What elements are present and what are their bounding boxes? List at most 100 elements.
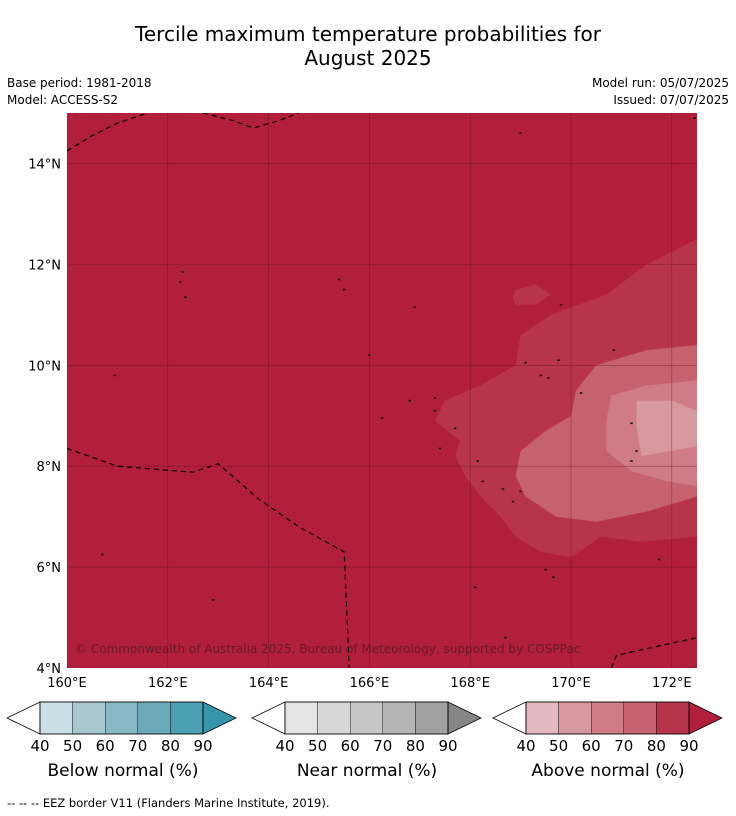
island-marker [511, 500, 515, 503]
island-marker [433, 409, 437, 412]
meta-left: Base period: 1981-2018 Model: ACCESS-S2 [7, 75, 152, 109]
colorbar-segment [170, 701, 204, 735]
colorbar-2: 40 50 60 70 80 90 [492, 701, 723, 755]
chart-title: Tercile maximum temperature probabilitie… [0, 22, 736, 70]
island-marker [557, 359, 560, 361]
lat-tick-label: 14°N [28, 157, 61, 172]
colorbar-tick-label: 70 [128, 737, 147, 755]
island-marker [179, 281, 182, 283]
island-marker [181, 271, 185, 273]
colorbar-segment [104, 701, 138, 735]
island-marker [338, 278, 341, 281]
lat-tick-label: 12°N [28, 258, 61, 273]
colorbar-arrow-max [202, 701, 237, 735]
island-marker [630, 460, 633, 462]
colorbar-frame [39, 701, 204, 735]
colorbar-tick-label: 90 [193, 737, 212, 755]
island-marker [693, 117, 696, 119]
contour-above-80 [513, 284, 551, 305]
lat-tick-labels: 4°N 6°N 8°N 10°N 12°N 14°N [28, 157, 61, 677]
island-marker [212, 599, 215, 601]
island-marker [101, 553, 104, 556]
lat-tick-label: 10°N [28, 359, 61, 374]
legend-label-above: Above normal (%) [531, 761, 685, 781]
lon-tick-labels: 160°E 162°E 164°E 166°E 168°E 170°E 172°E [47, 676, 691, 691]
island-marker [501, 488, 505, 490]
legend-label-below: Below normal (%) [47, 761, 199, 781]
island-marker [368, 354, 371, 356]
colorbar-arrow-min [6, 701, 41, 735]
copyright-text: © Commonwealth of Australia 2025, Bureau… [75, 642, 580, 656]
colorbar-segment [656, 701, 690, 735]
island-marker [630, 422, 633, 425]
colorbar-tick-label: 40 [275, 737, 294, 755]
colorbar-segment [525, 701, 559, 735]
islands [101, 117, 696, 639]
colorbar-segment [350, 701, 384, 735]
colorbar-segment [72, 701, 106, 735]
island-marker [612, 349, 615, 351]
colorbar-frame [525, 701, 690, 735]
lon-tick-label: 160°E [47, 676, 87, 691]
island-marker [481, 480, 484, 483]
legends: 40 50 60 70 80 90 40 50 60 70 80 90 40 50 60 70 80 90 [6, 701, 723, 755]
lat-tick-label: 8°N [37, 460, 62, 475]
title-line-2: August 2025 [304, 46, 432, 70]
lon-tick-label: 172°E [652, 676, 692, 691]
model-name: Model: ACCESS-S2 [7, 93, 119, 107]
probability-contours [434, 239, 697, 557]
colorbar-tick-label: 60 [96, 737, 115, 755]
island-marker [552, 576, 555, 578]
colorbar-frame [284, 701, 449, 735]
colorbar-tick-label: 80 [161, 737, 180, 755]
colorbar-segment [382, 701, 416, 735]
eez-footnote: -- -- -- EEZ border V11 (Flanders Marine… [7, 796, 330, 810]
island-marker [539, 374, 542, 377]
model-run: Model run: 05/07/2025 [591, 76, 729, 90]
colorbar-arrow-min [251, 701, 286, 735]
island-marker [544, 568, 547, 571]
colorbar-tick-label: 70 [614, 737, 633, 755]
island-marker [519, 132, 522, 134]
island-marker [184, 296, 187, 298]
colorbar-tick-label: 40 [516, 737, 535, 755]
island-marker [413, 306, 416, 308]
forecast-map: © Commonwealth of Australia 2025, Bureau… [6, 113, 723, 755]
colorbar-tick-label: 60 [341, 737, 360, 755]
colorbar-0: 40 50 60 70 80 90 [6, 701, 237, 755]
eez-border-line [67, 113, 148, 152]
eez-border-line [202, 113, 300, 129]
colorbar-1: 40 50 60 70 80 90 [251, 701, 482, 755]
colorbar-segment [415, 701, 449, 735]
colorbar-segment [623, 701, 657, 735]
lat-tick-label: 4°N [37, 662, 62, 677]
eez-borders [67, 113, 697, 668]
issued-date: Issued: 07/07/2025 [613, 93, 729, 107]
colorbar-tick-label: 60 [582, 737, 601, 755]
colorbar-tick-label: 70 [373, 737, 392, 755]
eez-border-line [67, 447, 350, 668]
legend-label-near: Near normal (%) [296, 761, 438, 781]
eez-border-line [610, 637, 697, 668]
island-marker [380, 417, 384, 419]
colorbar-tick-label: 80 [647, 737, 666, 755]
colorbar-tick-label: 90 [679, 737, 698, 755]
gridlines [67, 113, 697, 668]
island-marker [559, 303, 563, 306]
lon-tick-label: 166°E [350, 676, 390, 691]
colorbar-segment [591, 701, 625, 735]
colorbar-arrow-min [492, 701, 527, 735]
island-marker [453, 427, 457, 430]
lat-tick-label: 6°N [37, 561, 62, 576]
colorbar-tick-label: 90 [438, 737, 457, 755]
island-marker [519, 490, 522, 493]
colorbar-segment [558, 701, 592, 735]
island-marker [113, 374, 117, 377]
colorbar-segment [284, 701, 318, 735]
island-marker [635, 450, 638, 452]
colorbar-segment [39, 701, 73, 735]
island-marker [438, 447, 442, 450]
island-marker [433, 397, 437, 399]
colorbar-tick-label: 50 [308, 737, 327, 755]
lon-tick-label: 168°E [450, 676, 490, 691]
